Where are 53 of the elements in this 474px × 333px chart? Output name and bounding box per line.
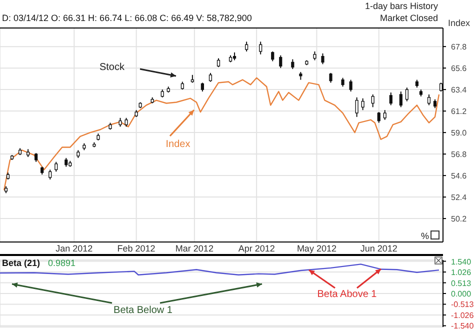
- annotation: %: [420, 231, 429, 241]
- candlestick: [355, 96, 358, 118]
- candlestick: [291, 58, 294, 70]
- text: 1-day bars History: [364, 1, 438, 11]
- candlestick: [371, 94, 374, 108]
- y-tick-label: 0.513: [451, 278, 472, 288]
- y-tick-label: 54.6: [451, 172, 468, 181]
- candlestick: [399, 91, 402, 108]
- x-tick-label: Jan 2012: [56, 243, 93, 254]
- y-axis-title: Index: [448, 18, 471, 28]
- y-tick-label: 63.4: [451, 86, 468, 95]
- annotation: Beta Below 1: [114, 305, 173, 316]
- line-series: [3, 77, 440, 191]
- chart-subtitle: 0.9891: [48, 258, 76, 268]
- annotation: Beta Above 1: [317, 289, 378, 300]
- candlestick: [405, 87, 408, 102]
- candlestick: [389, 92, 392, 106]
- chart-title: D: 03/14/12 O: 66.31 H: 66.74 L: 66.08 C: 66.49 V: 58,782,900: [2, 13, 252, 23]
- y-tick-label: 52.4: [451, 193, 468, 202]
- candlestick: [48, 169, 52, 180]
- candlestick: [377, 112, 380, 124]
- candlestick: [349, 79, 352, 92]
- x-tick-label: Apr 2012: [238, 243, 275, 254]
- candlestick: [259, 41, 262, 55]
- y-tick-label: 50.2: [451, 214, 468, 224]
- x-tick-label: Feb 2012: [117, 243, 156, 254]
- y-tick-label: 0.000: [451, 290, 472, 298]
- y-tick-label: -0.513: [451, 300, 474, 310]
- text: Market Closed: [380, 13, 438, 23]
- y-tick-label: 61.2: [451, 107, 468, 116]
- candlestick: [245, 41, 248, 52]
- candlestick: [361, 98, 364, 111]
- candlestick: [271, 50, 274, 62]
- y-tick-label: -1.540: [451, 322, 474, 331]
- y-tick-label: 1.026: [451, 268, 472, 278]
- candlestick: [54, 161, 58, 172]
- candlestick: [383, 110, 386, 120]
- y-tick-label: 56.8: [451, 150, 468, 160]
- x-tick-label: Mar 2012: [175, 243, 214, 254]
- x-tick-label: Jun 2012: [360, 243, 398, 254]
- y-tick-label: 67.8: [451, 42, 468, 52]
- x-tick-label: May 2012: [296, 243, 336, 254]
- y-tick-label: -1.026: [451, 310, 474, 320]
- y-tick-label: 1.540: [451, 257, 472, 266]
- y-tick-label: 65.6: [451, 64, 468, 74]
- chart-title: Beta (21): [2, 258, 40, 268]
- candlestick: [321, 52, 324, 65]
- candlestick: [329, 72, 332, 84]
- y-tick-label: 59.0: [451, 128, 468, 138]
- candlestick: [427, 94, 431, 106]
- text: Index: [166, 139, 190, 150]
- annotation: Stock: [99, 62, 126, 73]
- candlestick: [279, 54, 282, 69]
